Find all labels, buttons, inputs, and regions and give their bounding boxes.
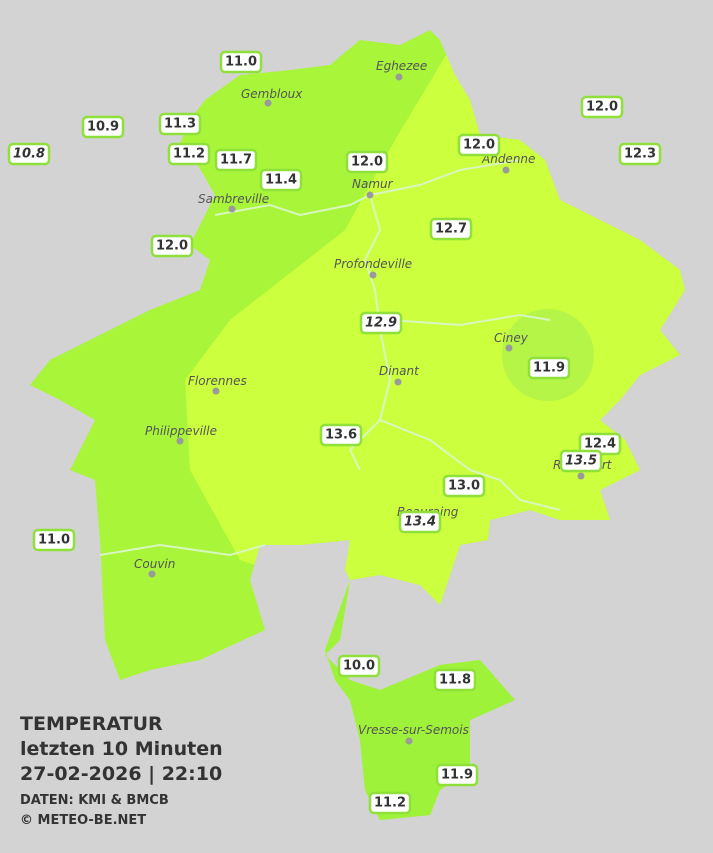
city-label: Sambreville: [198, 192, 269, 206]
station-temp: 11.2: [173, 147, 205, 162]
station-temp: 10.9: [87, 120, 119, 135]
legend-period: letzten 10 Minuten: [20, 738, 223, 760]
legend-title: TEMPERATUR: [20, 713, 163, 735]
station-box: [559, 449, 603, 473]
station-box: [398, 510, 442, 534]
station-box: [150, 234, 194, 258]
station-temp: 11.7: [220, 153, 252, 168]
station-box: [158, 112, 202, 136]
station-box: [433, 668, 477, 692]
city-label: Philippeville: [145, 424, 217, 438]
city-label: Florennes: [188, 374, 247, 388]
legend: TEMPERATUR letzten 10 Minuten 27-02-2026…: [20, 713, 223, 828]
city-label: Ciney: [494, 331, 529, 345]
station-temp: 13.5: [565, 454, 597, 469]
station-box: [429, 217, 473, 241]
station-temp: 13.4: [404, 515, 436, 530]
station-temp: 12.0: [156, 239, 188, 254]
station-temp: 10.0: [343, 659, 375, 674]
station-box: [219, 50, 263, 74]
station-box: [618, 142, 662, 166]
station-box: [368, 791, 412, 815]
station-temp: 12.4: [584, 437, 616, 452]
station-temp: 11.9: [441, 768, 473, 783]
station-box: [527, 356, 571, 380]
station-temp: 11.2: [374, 796, 406, 811]
station-box: [442, 474, 486, 498]
station-box: [457, 133, 501, 157]
city-label: Dinant: [379, 364, 420, 378]
station-temp: 11.3: [164, 117, 196, 132]
station-temp: 13.6: [325, 428, 357, 443]
station-temp: 13.0: [448, 479, 480, 494]
city-label: Namur: [352, 177, 394, 191]
station-temp: 11.0: [225, 55, 257, 70]
station-box: [580, 95, 624, 119]
station-box: [214, 148, 258, 172]
station-box: [359, 311, 403, 335]
station-box: [7, 142, 51, 166]
station-temp: 11.8: [439, 673, 471, 688]
legend-source: DATEN: KMI & BMCB: [20, 793, 169, 808]
station-box: [319, 423, 363, 447]
station-box: [259, 168, 303, 192]
stations: 11.0 10.9 11.3 10.8 11.2 11.7 11.4 12.0 12.0 12.0…: [7, 50, 662, 815]
city-label: Couvin: [134, 557, 175, 571]
station-temp: 12.0: [351, 155, 383, 170]
station-box: [337, 654, 381, 678]
station-box: [345, 150, 389, 174]
station-temp: 11.9: [533, 361, 565, 376]
station-temp: 10.8: [13, 147, 45, 162]
station-box: [32, 528, 76, 552]
station-temp: 12.9: [365, 316, 397, 331]
station-temp: 12.0: [586, 100, 618, 115]
station-box: [435, 763, 479, 787]
station-box: [81, 115, 125, 139]
station-temp: 11.4: [265, 173, 297, 188]
legend-copyright: © METEO-BE.NET: [20, 813, 146, 828]
legend-datetime: 27-02-2026 | 22:10: [20, 763, 222, 785]
city-label: Gembloux: [241, 87, 303, 101]
city-label: Vresse-sur-Semois: [358, 723, 469, 737]
station-box: [167, 142, 211, 166]
station-temp: 12.7: [435, 222, 467, 237]
city-label: Profondeville: [334, 257, 412, 271]
station-temp: 12.3: [624, 147, 656, 162]
city-label: Eghezee: [376, 59, 427, 73]
station-temp: 12.0: [463, 138, 495, 153]
station-temp: 11.0: [38, 533, 70, 548]
